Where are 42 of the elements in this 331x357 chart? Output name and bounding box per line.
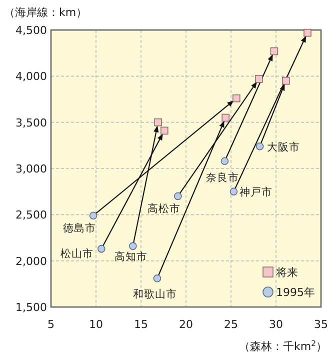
x-axis-title: （森林：千km$^{2}$） [239, 338, 327, 353]
point [174, 192, 182, 200]
point [304, 28, 312, 37]
legend-label: 将来 [275, 266, 298, 279]
annotation: 和歌山市 [133, 287, 178, 300]
point [154, 118, 162, 126]
x-tick-label: 35 [314, 318, 328, 331]
point [160, 126, 168, 135]
point [232, 94, 240, 102]
point [256, 142, 264, 150]
y-tick-label: 4,000 [16, 70, 47, 84]
annotation: 神戸市 [240, 186, 273, 199]
point [255, 75, 263, 83]
point [98, 244, 106, 253]
x-tick-label: 30 [269, 318, 283, 331]
x-tick-label: 20 [179, 318, 193, 331]
y-tick-label: 4,500 [16, 24, 47, 37]
x-tick-label: 25 [224, 318, 238, 331]
x-tick-label: 15 [134, 318, 148, 331]
annotation: 徳島市 [62, 222, 96, 235]
annotation: 大阪市 [266, 140, 300, 154]
point [230, 188, 238, 196]
point [89, 212, 98, 220]
point [222, 114, 230, 122]
point [220, 157, 229, 166]
y-tick-label: 1,500 [16, 301, 47, 314]
point [153, 274, 162, 282]
annotation: 高知市 [114, 250, 148, 264]
y-tick-label: 2,500 [16, 208, 47, 222]
point [270, 47, 278, 56]
point [129, 242, 137, 250]
y-axis-title: （海岸線：km） [4, 6, 88, 19]
y-tick-label: 2,000 [16, 254, 47, 268]
x-tick-label: 10 [89, 318, 103, 331]
legend-label: 1995年 [276, 286, 315, 299]
annotation: 松山市 [60, 246, 94, 260]
x-tick-label: 5 [48, 318, 54, 331]
point [282, 76, 290, 85]
y-tick-label: 3,000 [16, 162, 47, 176]
annotation: 高松市 [147, 202, 180, 216]
annotation: 奈良市 [206, 171, 240, 184]
y-tick-label: 3,500 [16, 116, 47, 130]
